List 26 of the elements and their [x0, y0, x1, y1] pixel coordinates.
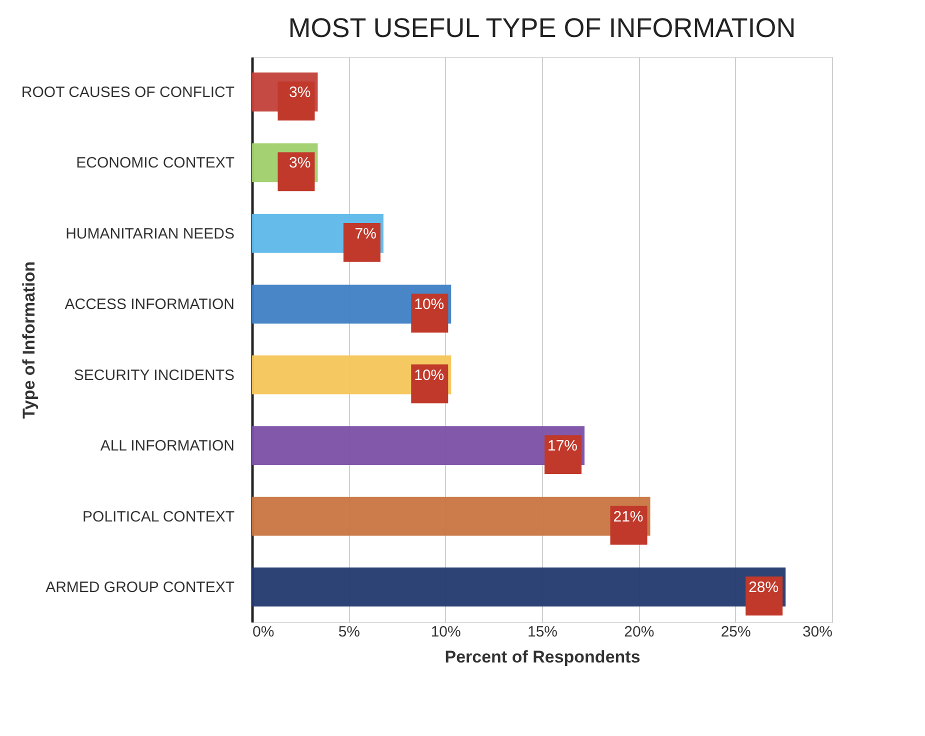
- y-tick-label: SECURITY INCIDENTS: [74, 366, 234, 384]
- x-tick-label: 5%: [338, 624, 360, 640]
- y-tick-label: ARMED GROUP CONTEXT: [46, 578, 234, 596]
- data-label: 3%: [289, 84, 311, 102]
- data-label: 7%: [354, 225, 376, 242]
- chart-title: MOST USEFUL TYPE OF INFORMATION: [288, 13, 796, 43]
- x-tick-label: 15%: [527, 624, 558, 640]
- y-tick-label: HUMANITARIAN NEEDS: [66, 225, 234, 242]
- x-tick-label: 10%: [430, 624, 461, 640]
- y-tick-label: ECONOMIC CONTEXT: [76, 154, 234, 172]
- data-label: 10%: [414, 296, 444, 314]
- x-axis-title: Percent of Respondents: [444, 648, 640, 666]
- data-label: 28%: [748, 578, 779, 596]
- data-label: 17%: [548, 438, 578, 455]
- y-tick-label: ACCESS INFORMATION: [64, 296, 234, 314]
- y-tick-label: ROOT CAUSES OF CONFLICT: [21, 84, 234, 102]
- y-tick-label: POLITICAL CONTEXT: [82, 508, 234, 526]
- x-tick-label: 20%: [624, 624, 654, 640]
- data-label: 10%: [414, 366, 444, 384]
- data-label: 3%: [289, 154, 311, 172]
- x-tick-label: 30%: [802, 624, 832, 640]
- y-tick-label: ALL INFORMATION: [100, 438, 234, 455]
- x-tick-label: 25%: [720, 624, 751, 640]
- x-tick-label: 0%: [252, 624, 274, 640]
- data-label: 21%: [613, 508, 644, 526]
- y-axis-title: Type of Information: [20, 261, 38, 419]
